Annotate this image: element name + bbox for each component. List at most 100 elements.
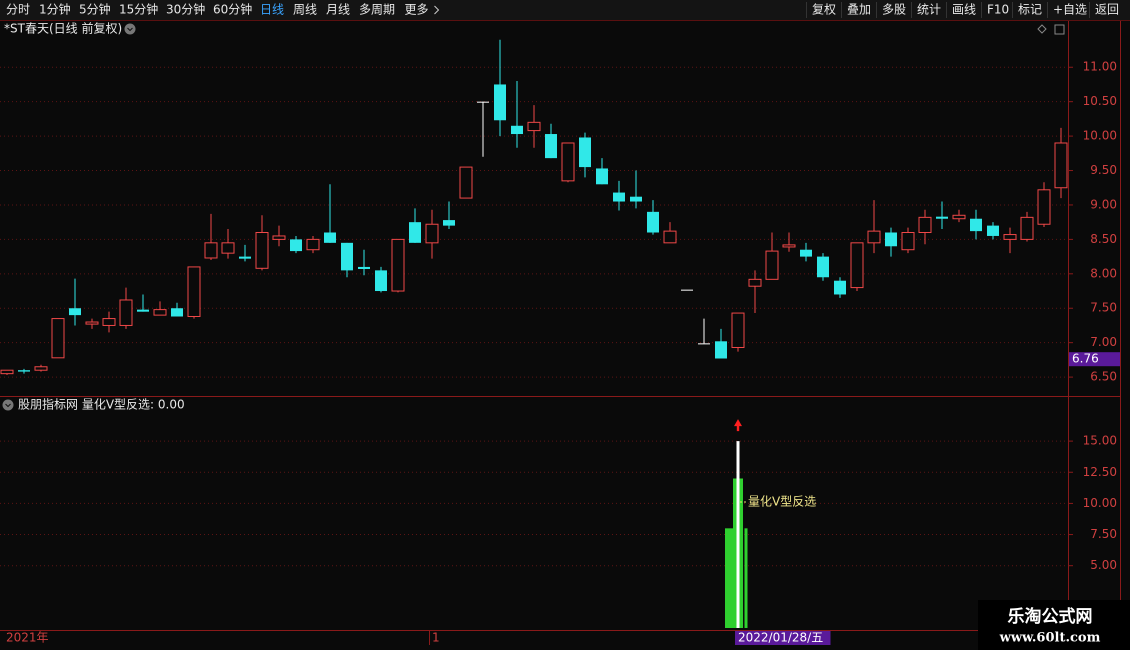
candle-body xyxy=(187,266,201,318)
candle-body xyxy=(613,192,625,202)
candle-body xyxy=(341,242,353,271)
toolbar-tab[interactable]: 5分钟 xyxy=(79,2,111,17)
candle-body xyxy=(306,238,320,251)
candle-body xyxy=(324,232,336,243)
candle-body xyxy=(204,242,218,259)
title-menu[interactable] xyxy=(124,23,136,35)
candle-body xyxy=(545,134,557,159)
candle-body xyxy=(477,101,489,103)
candle-body xyxy=(272,235,286,240)
chevron xyxy=(5,403,11,408)
toolbar-button[interactable]: 复权 xyxy=(812,3,836,17)
candle-body xyxy=(391,238,405,292)
annotation: 量化V型反选 xyxy=(748,495,816,509)
toolbar-tab[interactable]: 60分钟 xyxy=(213,2,252,17)
toolbar-tab[interactable]: 周线 xyxy=(293,3,317,17)
y-tick-label: 12.50 xyxy=(1083,465,1117,479)
candle-body xyxy=(18,370,30,372)
candle-body xyxy=(850,242,864,289)
toolbar-tab[interactable]: 30分钟 xyxy=(166,2,205,17)
toolbar-button[interactable]: 叠加 xyxy=(847,3,871,17)
toolbar-tab[interactable]: 分时 xyxy=(6,3,30,17)
candle-body xyxy=(527,121,541,132)
candle-body xyxy=(85,321,99,325)
price-marker-box xyxy=(1069,352,1120,367)
main-title: *ST春天(日线 前复权) xyxy=(4,21,122,36)
candle-body xyxy=(647,211,659,233)
candle-body xyxy=(69,308,81,316)
y-tick-label: 8.00 xyxy=(1090,266,1117,280)
candle-body xyxy=(358,266,370,269)
candle-body xyxy=(885,232,897,247)
watermark-title: 乐淘公式网 xyxy=(1008,606,1093,627)
candle-body xyxy=(511,125,523,135)
toolbar-tab[interactable]: 1分钟 xyxy=(39,2,71,17)
candle-body xyxy=(239,256,251,259)
candle-body xyxy=(987,225,999,236)
y-tick-label: 7.50 xyxy=(1090,301,1117,315)
candle-body xyxy=(698,343,710,345)
bar xyxy=(744,528,748,628)
toolbar-button[interactable]: 多股 xyxy=(882,3,906,17)
indicator-menu[interactable] xyxy=(2,399,14,411)
y-tick-label: 7.00 xyxy=(1090,335,1117,349)
candle-body xyxy=(731,312,745,348)
cursor-date-box xyxy=(735,631,831,645)
toolbar-button[interactable]: F10 xyxy=(987,3,1009,17)
y-tick-label: 6.50 xyxy=(1090,370,1117,384)
y-tick-label: 5.00 xyxy=(1090,558,1117,572)
candle-body xyxy=(800,249,812,257)
x-tick-label: 2021年 xyxy=(6,631,49,645)
indicator-title: 股朋指标网 量化V型反选: 0.00 xyxy=(18,397,185,412)
candle-body xyxy=(1054,142,1068,189)
candle-body xyxy=(221,242,235,254)
candle-body xyxy=(596,168,608,185)
signal-arrow xyxy=(734,419,742,432)
toolbar xyxy=(0,0,1130,20)
candle-body xyxy=(817,256,829,278)
candle-body xyxy=(952,214,966,220)
toolbar-tab[interactable]: 月线 xyxy=(326,3,350,17)
candle-body xyxy=(630,196,642,202)
diamond-icon[interactable] xyxy=(1037,24,1047,34)
candle-body xyxy=(1037,189,1051,225)
toolbar-button[interactable]: 统计 xyxy=(917,3,941,17)
candle-body xyxy=(782,244,796,248)
candle-body xyxy=(1003,234,1017,240)
y-tick-label: 9.50 xyxy=(1090,163,1117,177)
toolbar-tab[interactable]: 更多 xyxy=(405,3,429,17)
candle-body xyxy=(102,318,116,326)
toolbar-tab[interactable]: 多周期 xyxy=(359,3,395,17)
bar xyxy=(725,528,735,628)
watermark-url: www.60lt.com xyxy=(999,631,1101,646)
candle-body xyxy=(918,216,932,234)
candle-body xyxy=(834,280,846,295)
candle-body xyxy=(171,308,183,317)
window-icon[interactable] xyxy=(1054,24,1065,35)
cursor-date-label: 2022/01/28/五 xyxy=(738,631,823,645)
candle-body xyxy=(255,232,269,269)
toolbar-tab[interactable]: 日线 xyxy=(260,3,284,17)
candle-body xyxy=(425,223,439,244)
candle-body xyxy=(748,278,762,287)
toolbar-tab[interactable]: 15分钟 xyxy=(119,2,158,17)
candle-body xyxy=(51,318,65,359)
candle-body xyxy=(681,289,693,291)
candle-body xyxy=(579,137,591,168)
candle-body xyxy=(34,366,48,371)
y-tick-label: 11.00 xyxy=(1083,60,1117,74)
candle-body xyxy=(375,270,387,292)
y-tick-label: 7.50 xyxy=(1090,527,1117,541)
candle-body xyxy=(137,309,149,312)
toolbar-button[interactable]: +自选 xyxy=(1053,3,1087,17)
candle-body xyxy=(901,232,915,251)
toolbar-button[interactable]: 返回 xyxy=(1095,3,1119,17)
y-tick-label: 10.00 xyxy=(1083,496,1117,510)
y-tick-label: 15.00 xyxy=(1083,434,1117,448)
toolbar-button[interactable]: 标记 xyxy=(1018,3,1042,17)
watermark-box xyxy=(978,600,1130,650)
candle-body xyxy=(715,341,727,359)
toolbar-button[interactable]: 画线 xyxy=(952,3,976,17)
